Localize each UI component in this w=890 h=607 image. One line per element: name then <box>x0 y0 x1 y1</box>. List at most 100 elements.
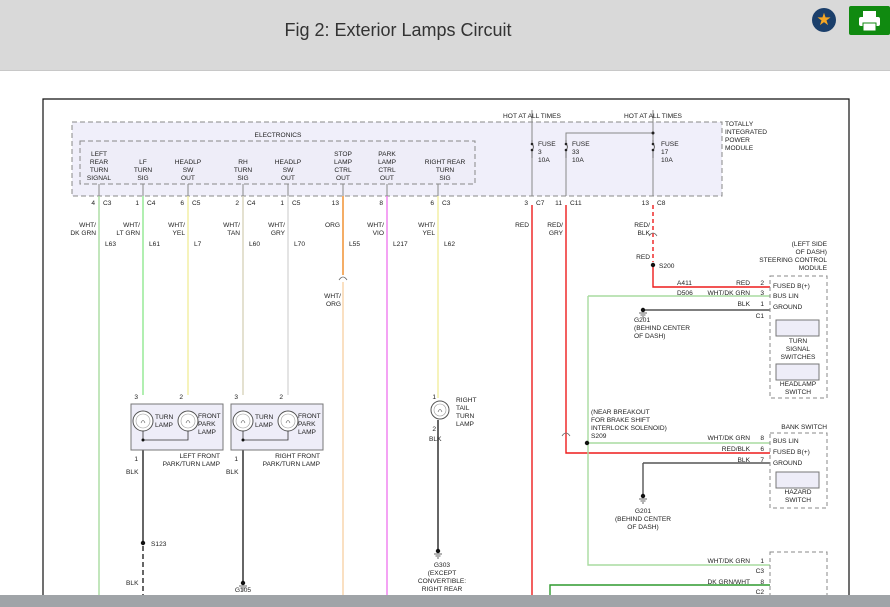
ground-g201-icon <box>640 493 646 499</box>
wire-color: WHT/ <box>168 222 185 229</box>
ground-g201-icon <box>640 307 646 313</box>
label: TURN <box>155 414 174 421</box>
lamp-label: FRONT <box>298 413 321 420</box>
lamp-name: LEFT FRONT <box>179 453 220 460</box>
splice-label: S200 <box>659 263 675 270</box>
module-output-label: OUT <box>281 175 295 182</box>
module-output-label: SIG <box>137 175 148 182</box>
splice-label: INTERLOCK SOLENOID) <box>591 425 667 432</box>
favorite-button[interactable]: ★ <box>812 8 836 32</box>
splice-label: (NEAR BREAKOUT <box>591 409 650 416</box>
wire-color: RED/BLK <box>722 446 751 453</box>
circuit-number: L55 <box>349 241 360 248</box>
pin-number: 4 <box>91 200 95 207</box>
module-output-label: HEADLP <box>175 159 202 166</box>
lamp-label: FRONT <box>198 413 221 420</box>
pin-number: 3 <box>524 200 528 207</box>
fuse-label: FUSE <box>661 141 679 148</box>
junction-dot <box>651 131 655 135</box>
switch-label: SWITCHES <box>781 354 816 361</box>
fuse-label: 10A <box>572 157 584 164</box>
pin-name: GROUND <box>773 304 803 311</box>
pin-name: BUS LIN <box>773 438 799 445</box>
print-button[interactable] <box>849 6 890 35</box>
inline-connector-icon <box>648 232 658 237</box>
circuit-number: L7 <box>194 241 202 248</box>
scrollbar-bottom[interactable] <box>0 595 890 607</box>
pin-number: 11 <box>555 200 562 207</box>
wire-color: DK GRN/WHT <box>708 579 751 586</box>
ground-label: G303 <box>434 562 450 569</box>
ground-g303-icon <box>435 548 441 554</box>
connector-id: C3 <box>103 200 112 207</box>
printer-icon <box>859 11 880 32</box>
lamp-name: TURN <box>456 413 475 420</box>
lamp-name: LAMP <box>456 421 475 428</box>
steering-module-label: OF DASH) <box>795 249 827 256</box>
electronics-label: ELECTRONICS <box>255 132 302 139</box>
wire-color: BLK <box>738 457 751 464</box>
pin-number: 8 <box>379 200 383 207</box>
pin-number: 1 <box>134 456 138 463</box>
module-output-label: CTRL <box>334 167 352 174</box>
wire-color: ORG <box>326 301 341 308</box>
module-output-label: STOP <box>334 151 352 158</box>
wire-color: WHT/ <box>268 222 285 229</box>
wire-color: WHT/ <box>324 293 341 300</box>
module-output-label: REAR <box>90 159 109 166</box>
ground-label: G105 <box>235 587 251 594</box>
pin-number: 3 <box>760 290 764 297</box>
pin-name: FUSED B(+) <box>773 283 810 290</box>
pin-name: GROUND <box>773 460 803 467</box>
switch-label: SWITCH <box>785 497 811 504</box>
module-output-label: RIGHT REAR <box>425 159 466 166</box>
page-header: Fig 2: Exterior Lamps Circuit ★ <box>0 0 890 71</box>
tail-lamp-bulb-icon <box>430 400 450 420</box>
circuit-number: L60 <box>249 241 260 248</box>
wire-color: WHT/ <box>223 222 240 229</box>
bank-switch-module <box>769 432 828 509</box>
page-title: Fig 2: Exterior Lamps Circuit <box>284 20 512 40</box>
wire-color: BLK <box>638 230 651 237</box>
headlamp-switch <box>775 363 820 381</box>
wire-color: WHT/ <box>79 222 96 229</box>
pin-number: 2 <box>760 280 764 287</box>
pin-number: 1 <box>760 301 764 308</box>
module-output-label: SIG <box>439 175 450 182</box>
module-output-label: TURN <box>234 167 253 174</box>
pin-number: 8 <box>760 579 764 586</box>
pin-number: 2 <box>179 394 183 401</box>
switch-label: SIGNAL <box>786 346 811 353</box>
switch-label: SWITCH <box>785 389 811 396</box>
switch-label: TURN <box>789 338 808 345</box>
module-output-label: PARK <box>378 151 396 158</box>
module-output-label: LF <box>139 159 147 166</box>
pin-number: 1 <box>280 200 284 207</box>
tipm-label: MODULE <box>725 145 754 152</box>
wire-color: LT GRN <box>116 230 140 237</box>
hot-at-all-times: HOT AT ALL TIMES <box>624 113 683 120</box>
circuit-number: L70 <box>294 241 305 248</box>
diagram-frame <box>42 98 850 607</box>
circuit-number: L217 <box>393 241 408 248</box>
pin-name: FUSED B(+) <box>773 449 810 456</box>
ground-label: CONVERTIBLE: <box>418 578 466 585</box>
lamp-name: PARK/TURN LAMP <box>163 461 221 468</box>
module-output-label: OUT <box>181 175 195 182</box>
wire-color: YEL <box>423 230 436 237</box>
splice-label: FOR BRAKE SHIFT <box>591 417 650 424</box>
wire-color: BLK <box>429 436 442 443</box>
connector-id: C3 <box>442 200 451 207</box>
lamp-label: LAMP <box>198 429 217 436</box>
wire-color: RED/ <box>547 222 563 229</box>
circuit-number: L63 <box>105 241 116 248</box>
pin-number: 6 <box>180 200 184 207</box>
hot-at-all-times: HOT AT ALL TIMES <box>503 113 562 120</box>
wire-color: WHT/DK GRN <box>708 290 751 297</box>
pin-number: 6 <box>760 446 764 453</box>
pin-number: 2 <box>235 200 239 207</box>
inline-connector-icon <box>561 432 571 437</box>
tipm-label: TOTALLY <box>725 121 754 128</box>
fuse-label: FUSE <box>538 141 556 148</box>
wire-color: GRY <box>549 230 564 237</box>
